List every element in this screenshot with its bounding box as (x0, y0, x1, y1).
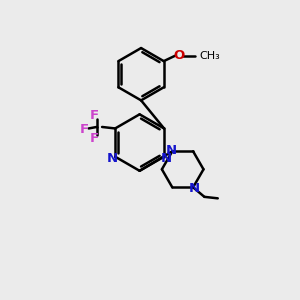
Text: N: N (107, 152, 118, 165)
Text: N: N (161, 152, 172, 165)
Text: F: F (90, 132, 99, 145)
Text: F: F (90, 109, 99, 122)
Text: F: F (80, 123, 89, 136)
Text: CH₃: CH₃ (200, 51, 220, 61)
Text: N: N (188, 182, 200, 195)
Text: N: N (166, 144, 177, 157)
Text: O: O (174, 49, 185, 62)
